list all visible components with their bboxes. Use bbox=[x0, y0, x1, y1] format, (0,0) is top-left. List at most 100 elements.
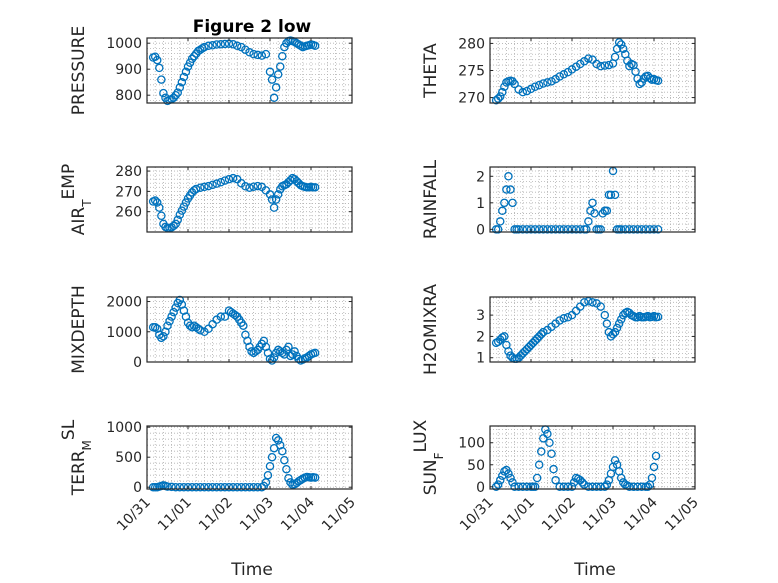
axes-frame bbox=[489, 296, 696, 363]
data-point bbox=[232, 482, 242, 492]
data-point bbox=[278, 51, 287, 61]
data-point bbox=[537, 330, 546, 339]
data-point bbox=[220, 39, 230, 49]
panel-terr-msl: 0 500 1000 10/31 11/01 11/02 11/03 11/04 11/05 TE… bbox=[59, 419, 359, 534]
data-point bbox=[253, 482, 262, 492]
data-point bbox=[286, 175, 295, 185]
data-point bbox=[249, 49, 258, 59]
data-point bbox=[280, 455, 289, 465]
data-point bbox=[629, 482, 638, 492]
data-point bbox=[543, 225, 552, 234]
axes-frame bbox=[489, 166, 696, 233]
plot-area bbox=[490, 426, 695, 489]
data-point bbox=[625, 225, 634, 234]
data-point bbox=[600, 61, 610, 70]
data-point bbox=[539, 327, 548, 337]
data-point bbox=[563, 312, 573, 322]
data-point bbox=[267, 452, 277, 462]
data-point bbox=[290, 347, 299, 356]
data-point bbox=[216, 39, 226, 49]
x-tick-label: 11/05 bbox=[662, 495, 702, 535]
data-point bbox=[157, 211, 166, 220]
data-point bbox=[537, 447, 546, 456]
y-axis-label: THETA bbox=[421, 43, 441, 99]
data-point bbox=[633, 225, 642, 234]
data-point bbox=[179, 202, 189, 211]
x-axis-label-right: Time bbox=[573, 560, 616, 580]
data-point bbox=[502, 185, 511, 194]
data-point bbox=[177, 77, 187, 87]
data-point bbox=[310, 348, 320, 358]
data-point bbox=[596, 225, 605, 234]
y-tick-label: 280 bbox=[115, 164, 142, 180]
y-axis-label: SUNFLUX bbox=[411, 419, 446, 495]
panel-h2omixra: 1 2 3 H2OMIXRA bbox=[421, 284, 696, 375]
data-point bbox=[500, 82, 509, 92]
data-point bbox=[249, 482, 258, 492]
data-point bbox=[191, 184, 201, 194]
data-point bbox=[200, 182, 209, 192]
data-point bbox=[169, 221, 178, 231]
data-point bbox=[286, 478, 295, 487]
data-point bbox=[504, 469, 513, 478]
data-point bbox=[555, 316, 564, 325]
data-point bbox=[643, 482, 653, 492]
data-point bbox=[596, 61, 605, 71]
data-point bbox=[510, 79, 519, 89]
data-point bbox=[200, 482, 209, 492]
y-axis-label: AIRTEMP bbox=[59, 164, 94, 235]
data-point bbox=[551, 225, 560, 234]
data-point bbox=[275, 62, 285, 71]
data-point bbox=[534, 225, 544, 234]
data-point bbox=[200, 42, 209, 52]
data-point bbox=[173, 215, 182, 225]
data-point bbox=[196, 326, 205, 335]
panel-pressure: 800 900 1000 PRESSURE bbox=[69, 26, 353, 115]
data-point bbox=[273, 436, 283, 445]
data-point bbox=[567, 482, 577, 492]
data-point bbox=[514, 225, 523, 234]
data-point bbox=[263, 470, 273, 480]
data-point bbox=[196, 183, 205, 192]
data-point bbox=[588, 198, 597, 208]
data-point bbox=[545, 438, 554, 447]
data-point bbox=[510, 482, 519, 492]
data-point bbox=[621, 225, 630, 234]
data-point bbox=[616, 315, 626, 324]
data-point bbox=[212, 179, 221, 188]
data-point bbox=[559, 314, 569, 323]
data-point bbox=[596, 302, 605, 311]
data-point bbox=[267, 75, 277, 84]
data-point bbox=[150, 196, 160, 205]
data-point bbox=[261, 49, 271, 59]
data-point bbox=[614, 38, 624, 47]
data-point bbox=[506, 185, 515, 194]
data-point bbox=[152, 198, 162, 207]
data-point bbox=[282, 464, 291, 474]
data-point bbox=[625, 61, 634, 71]
data-point bbox=[232, 41, 242, 51]
data-point bbox=[163, 482, 172, 491]
data-point bbox=[500, 467, 509, 476]
y-tick-label: 1000 bbox=[106, 36, 142, 52]
panel-mixdepth: 0 1000 2000 MIXDEPTH bbox=[69, 285, 353, 374]
y-tick-label: 2000 bbox=[106, 295, 142, 311]
y-tick-label: 0 bbox=[476, 222, 485, 238]
axes-frame bbox=[489, 425, 696, 490]
data-point bbox=[578, 478, 587, 487]
data-point bbox=[608, 330, 618, 339]
data-point bbox=[518, 225, 528, 234]
data-point bbox=[152, 55, 162, 65]
data-point bbox=[514, 482, 523, 492]
data-point bbox=[559, 70, 569, 79]
data-point bbox=[171, 219, 180, 229]
data-point bbox=[271, 83, 281, 92]
data-point bbox=[637, 482, 646, 492]
data-point bbox=[508, 198, 517, 208]
y-tick-label: 0 bbox=[476, 480, 485, 496]
data-point bbox=[175, 482, 185, 492]
data-point bbox=[530, 82, 540, 92]
data-point bbox=[310, 183, 320, 192]
data-point bbox=[584, 54, 593, 63]
data-point bbox=[580, 298, 589, 307]
